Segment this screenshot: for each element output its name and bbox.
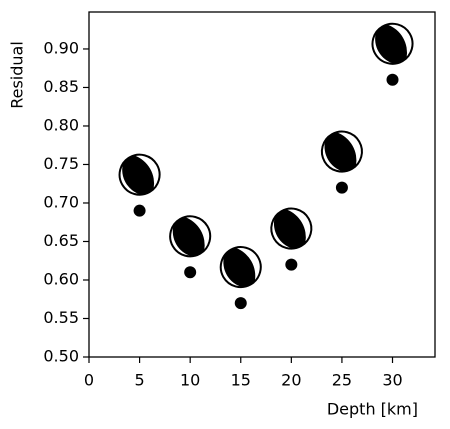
x-tick-label: 10 [180,371,200,390]
beachball-white [387,23,413,59]
focal-mechanism [320,130,363,173]
focal-mechanism [169,215,212,258]
y-tick-label: 0.50 [43,347,79,366]
beachball-rim [169,215,212,258]
y-tick-label: 0.75 [43,154,79,173]
x-axis-label: Depth [km] [327,400,418,419]
x-tick-label: 0 [84,371,94,390]
plot-frame [88,11,436,358]
point [184,266,197,279]
beachball-rim [118,153,161,196]
y-tick-label: 0.80 [43,115,79,134]
y-tick-label: 0.65 [43,231,79,250]
y-axis-label: Residual [8,41,27,109]
y-tick-label: 0.85 [43,77,79,96]
beachball-white [285,208,312,243]
focal-mechanism [118,153,161,196]
beachball-white [235,247,261,282]
beachball-white [134,154,160,189]
beachball-rim [371,22,414,65]
y-tick-label: 0.55 [43,308,79,327]
beachball-white [336,131,362,166]
beachball-rim [320,130,363,173]
x-tick-label: 30 [382,371,402,390]
point [234,297,247,310]
x-tick-label: 20 [281,371,301,390]
point [386,73,399,86]
point [285,258,298,271]
focal-mechanism [270,207,313,250]
point [335,181,348,194]
x-tick-label: 15 [231,371,251,390]
y-tick-label: 0.90 [43,38,79,57]
beachball-white [184,216,211,251]
x-tick-label: 25 [332,371,352,390]
y-tick-label: 0.70 [43,192,79,211]
point [133,204,146,217]
beachball-rim [219,246,262,289]
focal-mechanism [371,22,414,65]
focal-mechanism [219,246,262,289]
beachball-rim [270,207,313,250]
x-tick-label: 5 [134,371,144,390]
y-tick-label: 0.60 [43,269,79,288]
